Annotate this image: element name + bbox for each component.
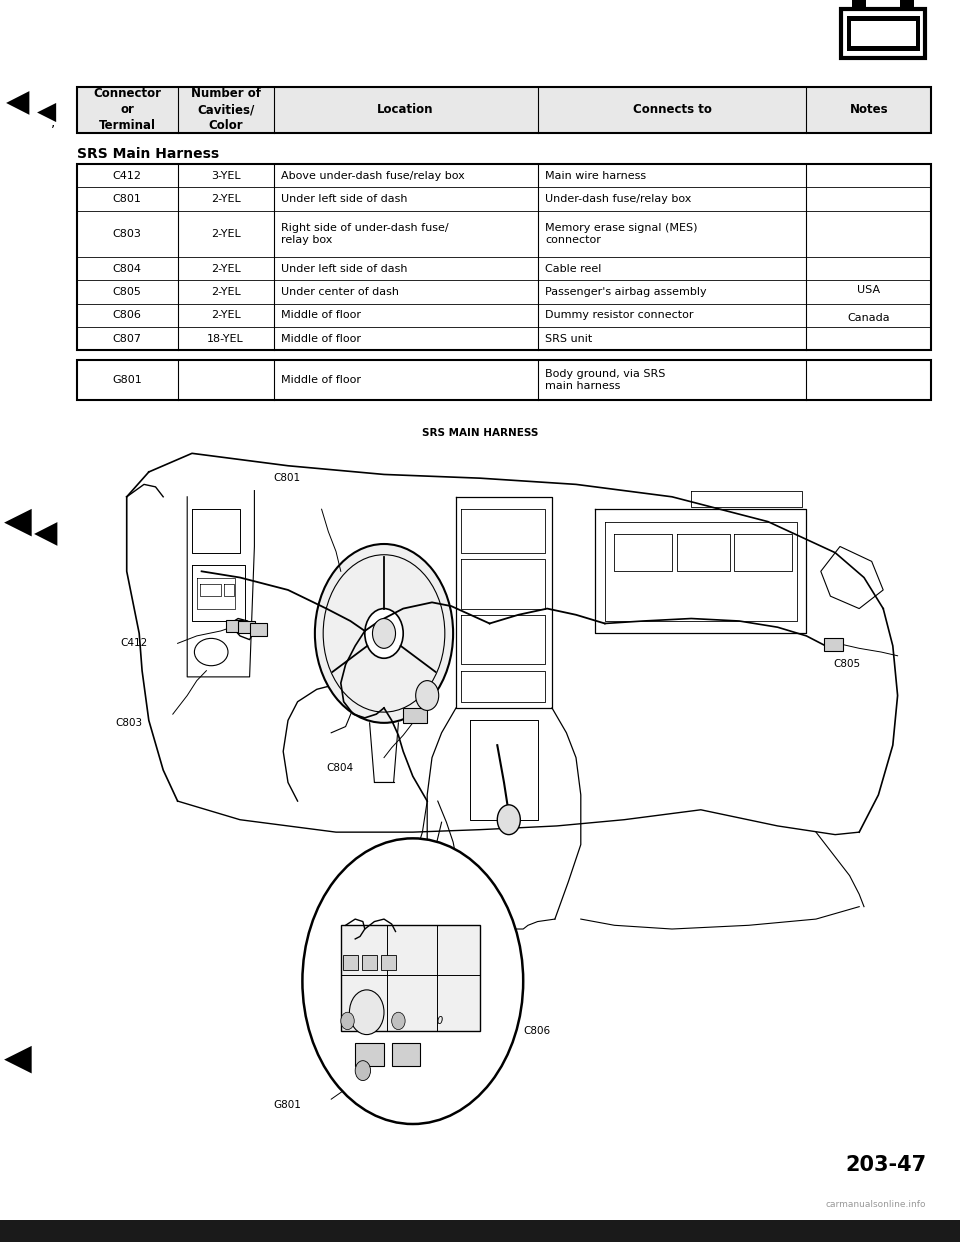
Text: Under left side of dash: Under left side of dash [281,194,408,204]
Text: 2-YEL: 2-YEL [211,194,240,204]
Text: C806: C806 [112,310,142,320]
Bar [841,9,925,58]
Bar [381,955,396,970]
Text: C801: C801 [274,473,300,483]
Text: Dummy resistor connector: Dummy resistor connector [545,310,694,320]
Text: Body ground, via SRS
main harness: Body ground, via SRS main harness [545,369,665,391]
Text: Under center of dash: Under center of dash [281,287,399,297]
Text: Connector
or
Terminal: Connector or Terminal [93,87,161,133]
Bar [847,16,920,51]
Text: Middle of floor: Middle of floor [281,375,361,385]
Text: G801: G801 [112,375,142,385]
Text: Connects to: Connects to [633,103,711,117]
Circle shape [416,681,439,710]
Bar [341,925,480,1031]
Text: 3-YEL: 3-YEL [211,170,240,180]
Bar [250,623,267,636]
Text: carmanualsonline.info: carmanualsonline.info [826,1200,926,1210]
Text: Under left side of dash: Under left side of dash [281,263,408,273]
Text: ,: , [51,114,55,129]
Bar [0,1220,960,1242]
Text: 2-YEL: 2-YEL [211,229,240,238]
Bar [77,87,931,133]
Text: Canada: Canada [848,313,890,323]
Text: 18-YEL: 18-YEL [207,334,244,344]
Text: G801: G801 [274,1100,301,1110]
Text: C806: C806 [523,1026,550,1036]
Circle shape [392,1012,405,1030]
Bar [824,638,843,651]
Text: Memory erase signal (MES)
connector: Memory erase signal (MES) connector [545,224,698,245]
Bar [851,21,916,46]
Circle shape [372,619,396,648]
Text: C804: C804 [112,263,142,273]
Text: +: + [855,0,863,2]
Text: C412: C412 [120,638,147,648]
Circle shape [302,838,523,1124]
Bar [77,360,931,400]
Circle shape [315,544,453,723]
Text: Passenger's airbag assembly: Passenger's airbag assembly [545,287,707,297]
Text: Under-dash fuse/relay box: Under-dash fuse/relay box [545,194,691,204]
Text: 2-YEL: 2-YEL [211,263,240,273]
Text: ◀: ◀ [35,519,58,549]
Bar [355,1043,384,1066]
Bar [362,955,377,970]
Text: C807: C807 [112,334,142,344]
Text: C805: C805 [112,287,142,297]
Text: C412: C412 [112,170,142,180]
Text: Middle of floor: Middle of floor [281,310,361,320]
Circle shape [341,1012,354,1030]
Bar [77,87,931,133]
Bar [77,164,931,350]
Text: C803: C803 [112,229,142,238]
Text: Middle of floor: Middle of floor [281,334,361,344]
Bar [226,620,243,632]
Text: ◀: ◀ [6,88,29,118]
Text: 0: 0 [437,1016,443,1026]
Text: SRS Main Harness: SRS Main Harness [77,147,219,160]
Circle shape [365,609,403,658]
Bar [852,0,866,9]
Text: C805: C805 [833,660,860,669]
Text: Notes: Notes [850,103,888,117]
Text: 203-47: 203-47 [845,1155,926,1175]
Text: ◀: ◀ [36,99,56,124]
Text: SRS unit: SRS unit [545,334,592,344]
Text: Above under-dash fuse/relay box: Above under-dash fuse/relay box [281,170,465,180]
Text: Main wire harness: Main wire harness [545,170,646,180]
Text: C801: C801 [112,194,142,204]
Circle shape [324,555,444,712]
Text: 2-YEL: 2-YEL [211,310,240,320]
Circle shape [497,805,520,835]
Bar [343,955,358,970]
Bar [900,0,914,9]
Text: Right side of under-dash fuse/
relay box: Right side of under-dash fuse/ relay box [281,224,449,245]
Text: 2-YEL: 2-YEL [211,287,240,297]
Text: C804: C804 [326,763,353,773]
Circle shape [355,1061,371,1081]
Bar [238,621,255,633]
Text: Location: Location [377,103,434,117]
Bar [403,708,427,723]
Text: ◀: ◀ [4,1041,31,1076]
Text: USA: USA [857,284,880,294]
Text: C807: C807 [453,1026,480,1036]
Text: ◀: ◀ [4,504,31,539]
Text: Cable reel: Cable reel [545,263,602,273]
Text: SRS MAIN HARNESS: SRS MAIN HARNESS [421,428,539,438]
Text: -: - [905,0,909,2]
Bar [392,1043,420,1066]
Text: Number of
Cavities/
Color: Number of Cavities/ Color [191,87,260,133]
Text: C803: C803 [115,718,142,728]
Circle shape [349,990,384,1035]
